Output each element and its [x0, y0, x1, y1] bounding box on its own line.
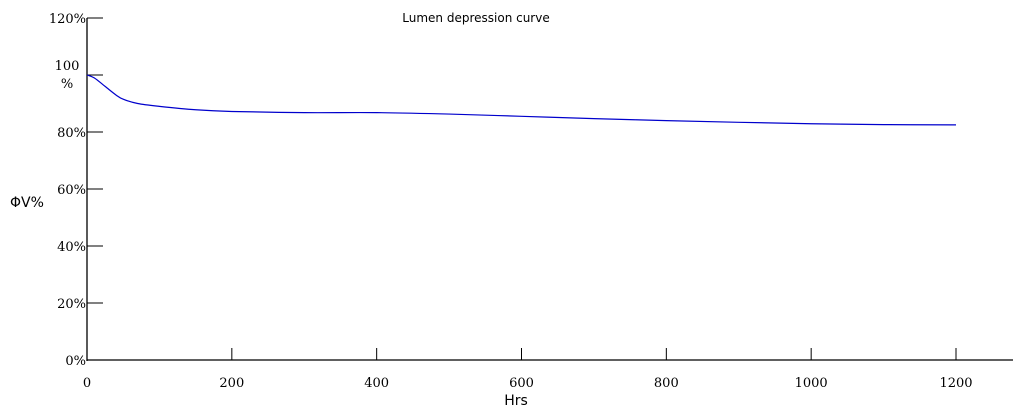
y-tick-label: 0%	[65, 354, 86, 369]
y-tick-label-unit: %	[61, 77, 73, 92]
x-ticks: 0 200 400 600 800 1000 1200	[83, 348, 973, 391]
x-tick-label: 800	[654, 376, 679, 391]
y-tick-label: 120%	[49, 12, 86, 27]
y-tick-label: 60%	[57, 183, 86, 198]
y-tick-label: 100	[55, 59, 80, 74]
y-tick-label: 80%	[57, 126, 86, 141]
y-tick-label: 40%	[57, 240, 86, 255]
x-axis-label: Hrs	[504, 393, 528, 409]
y-axis-label: ΦV%	[10, 195, 44, 211]
x-tick-label: 200	[219, 376, 244, 391]
x-tick-label: 1000	[795, 376, 828, 391]
axes	[86, 18, 1013, 361]
y-ticks: 0% 20% 40% 60% 80% 100% 120%	[49, 12, 103, 369]
series-line	[86, 74, 957, 126]
y-tick-label: 20%	[57, 297, 86, 312]
x-tick-label: 1200	[939, 376, 972, 391]
chart-title: Lumen depression curve	[402, 11, 549, 25]
x-tick-label: 0	[83, 376, 91, 391]
x-tick-label: 400	[364, 376, 389, 391]
x-tick-label: 600	[509, 376, 534, 391]
